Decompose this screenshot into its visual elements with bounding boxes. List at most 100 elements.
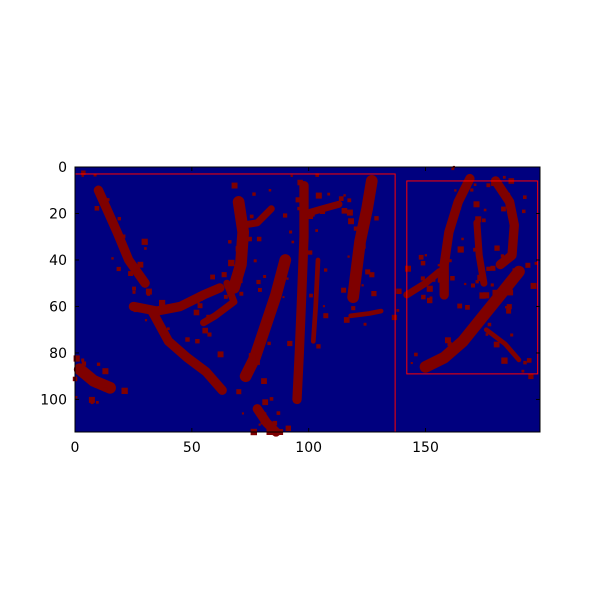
heatmap-speckle bbox=[142, 239, 148, 245]
heatmap-speckle bbox=[245, 229, 248, 232]
y-tick-label: 20 bbox=[49, 206, 67, 222]
heatmap-speckle bbox=[506, 309, 511, 314]
heatmap-speckle bbox=[323, 313, 328, 318]
heatmap-speckle bbox=[308, 214, 313, 219]
heatmap-speckle bbox=[473, 248, 477, 252]
heatmap-speckle bbox=[228, 260, 234, 266]
heatmap-speckle bbox=[106, 198, 109, 201]
heatmap-speckle bbox=[95, 206, 100, 211]
heatmap-speckle bbox=[198, 303, 203, 308]
y-tick-label: 40 bbox=[49, 253, 67, 269]
heatmap-speckle bbox=[470, 188, 473, 191]
heatmap-speckle bbox=[421, 261, 426, 266]
heatmap-speckle bbox=[507, 290, 513, 296]
heatmap-speckle bbox=[117, 267, 121, 271]
heatmap-speckle bbox=[419, 255, 424, 260]
heatmap-speckle bbox=[474, 201, 480, 207]
heatmap-speckle bbox=[261, 418, 267, 424]
heatmap-speckle bbox=[527, 358, 532, 363]
heatmap-speckle bbox=[450, 276, 455, 281]
heatmap-speckle bbox=[122, 235, 126, 239]
heatmap-speckle bbox=[242, 412, 244, 414]
heatmap-speckle bbox=[445, 337, 451, 343]
heatmap-speckle bbox=[427, 286, 433, 292]
heatmap-speckle bbox=[297, 207, 300, 210]
heatmap-speckle bbox=[228, 240, 231, 243]
heatmap-speckle bbox=[421, 295, 426, 300]
heatmap-speckle bbox=[374, 216, 378, 220]
heatmap-speckle bbox=[535, 262, 538, 265]
heatmap-speckle bbox=[286, 426, 291, 431]
x-tick-label: 0 bbox=[71, 440, 80, 456]
heatmap-speckle bbox=[471, 284, 475, 288]
y-tick-label: 80 bbox=[49, 346, 67, 362]
heatmap-speckle bbox=[239, 292, 243, 296]
heatmap-speckle bbox=[292, 241, 295, 244]
heatmap-speckle bbox=[103, 387, 107, 391]
heatmap-speckle bbox=[513, 268, 519, 274]
heatmap-speckle bbox=[198, 295, 203, 300]
heatmap-speckle bbox=[494, 246, 499, 251]
heatmap-speckle bbox=[194, 310, 200, 316]
heatmap-speckle bbox=[206, 315, 210, 319]
heatmap-speckle bbox=[257, 237, 262, 242]
heatmap-speckle bbox=[287, 341, 292, 346]
heatmap-speckle bbox=[283, 296, 285, 298]
heatmap-speckle bbox=[411, 362, 413, 364]
heatmap-speckle bbox=[430, 297, 433, 300]
heatmap-speckle bbox=[461, 238, 464, 241]
heatmap-speckle bbox=[449, 259, 452, 262]
heatmap-speckle bbox=[259, 424, 261, 426]
heatmap-speckle bbox=[218, 351, 224, 357]
heatmap-speckle bbox=[82, 362, 86, 366]
heatmap-speckle bbox=[342, 208, 348, 214]
heatmap-speckle bbox=[320, 209, 325, 214]
heatmap-speckle bbox=[247, 237, 252, 242]
heatmap-speckle bbox=[361, 236, 365, 240]
heatmap-speckle bbox=[236, 389, 241, 394]
heatmap-speckle bbox=[482, 219, 486, 223]
heatmap-speckle bbox=[343, 194, 345, 196]
heatmap-speckle bbox=[454, 189, 456, 191]
heatmap-speckle bbox=[199, 292, 201, 294]
heatmap-speckle bbox=[138, 262, 144, 268]
heatmap-speckle bbox=[236, 246, 241, 251]
heatmap-speckle bbox=[315, 229, 318, 232]
x-tick-label: 50 bbox=[183, 440, 201, 456]
y-tick-label: 100 bbox=[40, 392, 67, 408]
heatmap-speckle bbox=[77, 371, 80, 374]
heatmap-speckle bbox=[249, 353, 255, 359]
heatmap-speckle bbox=[491, 181, 496, 186]
heatmap-speckle bbox=[286, 278, 288, 280]
heatmap-speckle bbox=[118, 217, 121, 220]
heatmap-speckle bbox=[300, 242, 302, 244]
heatmap-speckle bbox=[456, 205, 461, 210]
heatmap-speckle bbox=[242, 261, 244, 263]
heatmap-speckle bbox=[491, 283, 494, 286]
heatmap-speckle bbox=[232, 183, 238, 189]
heatmap-speckle bbox=[270, 397, 274, 401]
heatmap-speckle bbox=[523, 361, 527, 365]
plot-area bbox=[73, 166, 540, 435]
heatmap-speckle bbox=[132, 287, 136, 291]
heatmap-speckle bbox=[111, 257, 113, 259]
heatmap-speckle bbox=[185, 337, 189, 341]
heatmap-speckle bbox=[486, 183, 490, 187]
heatmap-speckle bbox=[167, 327, 170, 330]
heatmap-speckle bbox=[236, 277, 242, 283]
heatmap-speckle bbox=[202, 328, 208, 334]
heatmap-speckle bbox=[348, 256, 350, 258]
heatmap-speckle bbox=[474, 183, 477, 186]
heatmap-speckle bbox=[344, 317, 350, 323]
heatmap-speckle bbox=[258, 288, 262, 292]
heatmap-speckle bbox=[210, 376, 215, 381]
heatmap-speckle bbox=[522, 370, 525, 373]
heatmap-speckle bbox=[362, 284, 364, 286]
heatmap-speckle bbox=[147, 293, 150, 296]
y-tick-label: 60 bbox=[49, 299, 67, 315]
heatmap-speckle bbox=[531, 283, 537, 289]
heatmap-speckle bbox=[96, 401, 99, 404]
heatmap-speckle bbox=[122, 388, 128, 394]
heatmap-speckle bbox=[475, 216, 481, 222]
heatmap-speckle bbox=[291, 175, 293, 177]
